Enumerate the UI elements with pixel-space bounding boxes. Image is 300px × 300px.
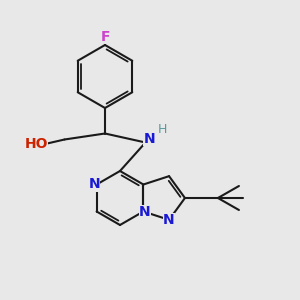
Text: F: F	[100, 30, 110, 44]
Text: HO: HO	[24, 137, 48, 151]
Text: N: N	[163, 213, 175, 227]
Text: H: H	[158, 123, 168, 136]
Text: N: N	[88, 178, 100, 191]
Text: N: N	[139, 205, 151, 218]
Text: N: N	[143, 132, 155, 146]
